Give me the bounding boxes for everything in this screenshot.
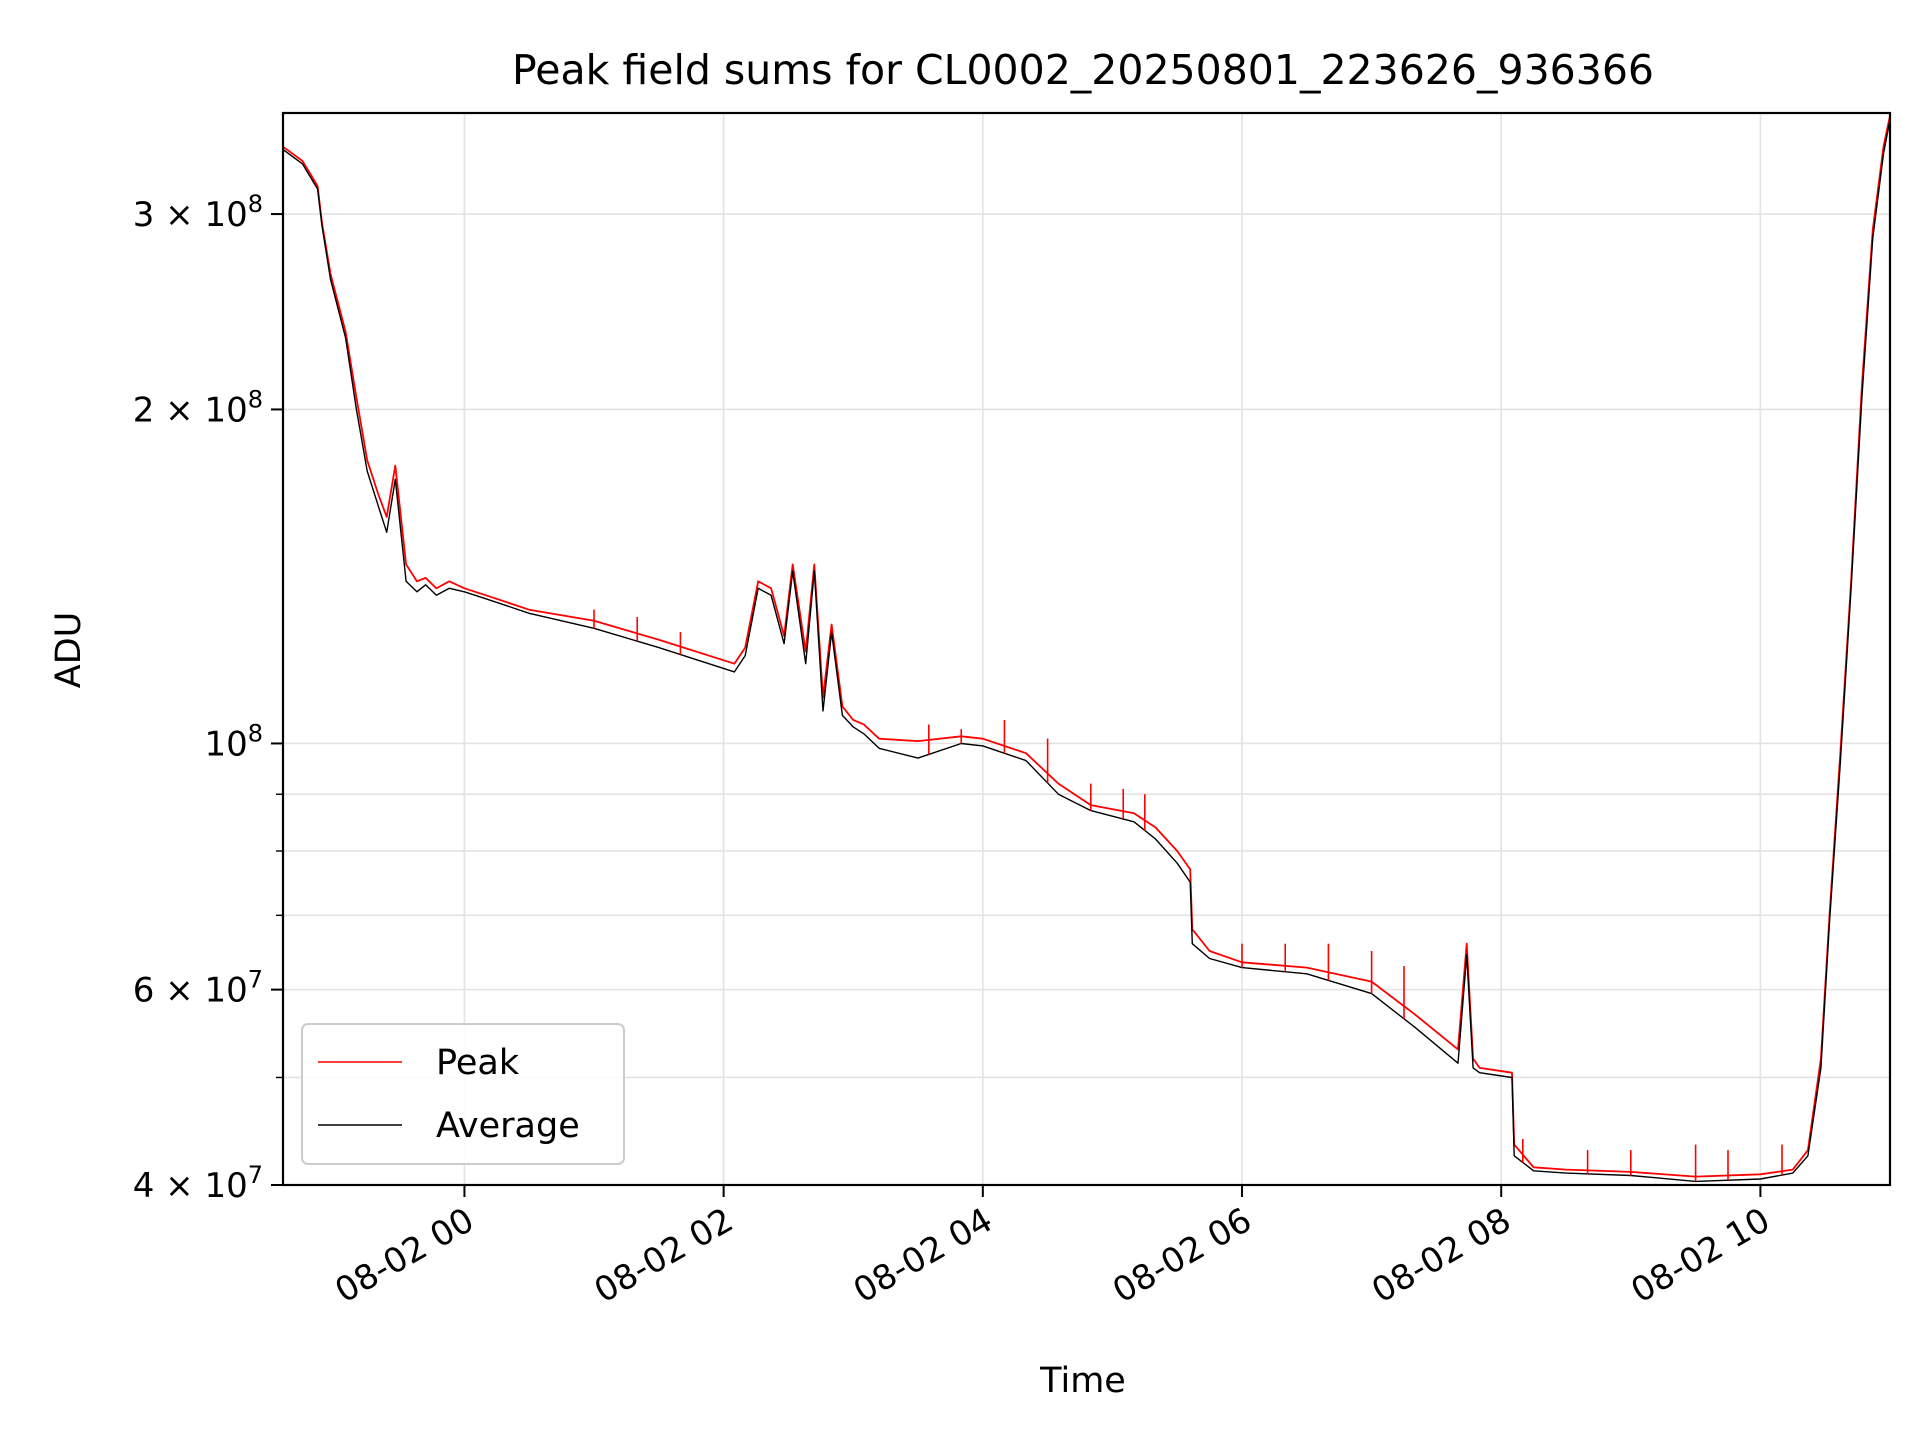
y-axis: 4 × 107 6 × 107 108 2 × 108 3 × 108 [133,190,283,1206]
y-tick-label: 4 × 107 [133,1161,263,1206]
y-tick-label: 108 [204,719,263,764]
y-tick-label: 2 × 108 [133,385,263,430]
series-line-peak [282,115,1891,1178]
grid-lines [283,113,1890,1186]
series-layer [282,115,1891,1183]
legend-label-average: Average [436,1106,580,1146]
plot-area [281,111,1892,1187]
legend: Peak Average [301,1023,625,1165]
series-line-average [282,119,1891,1183]
y-tick-label: 6 × 107 [133,966,263,1011]
legend-box [301,1023,625,1165]
y-tick-label: 3 × 108 [133,190,263,235]
legend-label-peak: Peak [436,1043,520,1083]
axes-frame [281,111,1892,1187]
chart-title: Peak field sums for CL0002_20250801_2236… [512,46,1654,94]
x-axis-label: Time [1039,1361,1126,1401]
y-axis-label: ADU [49,612,89,689]
